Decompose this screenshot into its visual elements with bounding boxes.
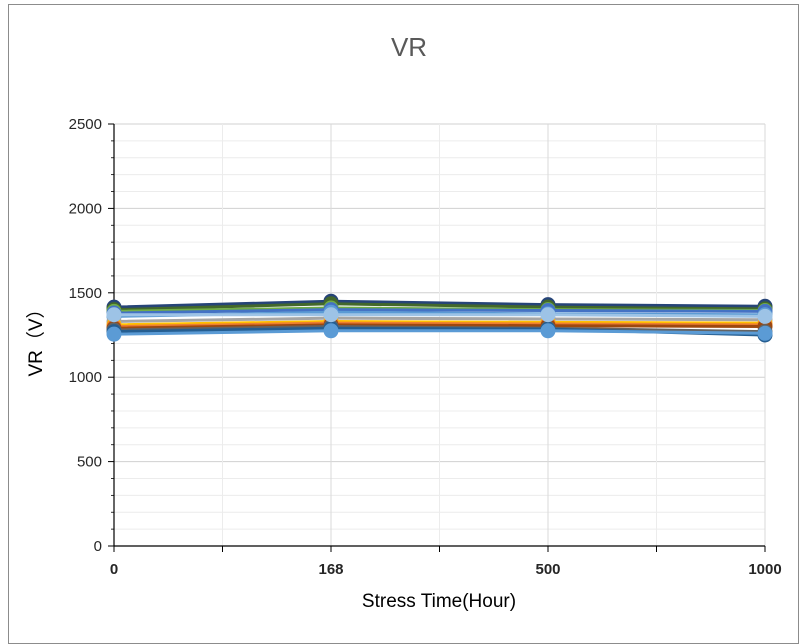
data-point: [106, 307, 122, 323]
line-chart: VR 0 500 1000 1500 2000 2500 0 168 500 1000 Stre…: [25, 32, 782, 612]
axes: [108, 123, 766, 552]
data-point: [757, 325, 773, 341]
series-path: [114, 313, 766, 318]
series-group: [106, 293, 773, 343]
series-path: [113, 299, 766, 309]
series-path: [113, 316, 766, 323]
series-path: [113, 302, 766, 312]
series-path: [113, 329, 766, 336]
data-point: [106, 326, 122, 342]
x-tick-label: 168: [318, 561, 343, 578]
y-tick-label: 2000: [69, 200, 102, 217]
data-point: [540, 307, 556, 323]
series-path: [113, 323, 766, 330]
series-line: [106, 323, 773, 342]
series-path: [113, 308, 766, 315]
y-tick-label: 1000: [69, 369, 102, 386]
series-path: [113, 319, 766, 327]
data-point: [323, 323, 339, 339]
data-point: [540, 323, 556, 339]
data-point: [757, 308, 773, 324]
y-tick-labels: 0 500 1000 1500 2000 2500: [69, 116, 102, 555]
x-tick-label: 1000: [748, 561, 781, 578]
y-tick-label: 1500: [69, 285, 102, 302]
data-point: [323, 307, 339, 323]
y-tick-label: 0: [94, 538, 102, 555]
series-line: [106, 307, 773, 324]
y-tick-label: 500: [77, 454, 102, 471]
y-tick-label: 2500: [69, 116, 102, 133]
series-path: [113, 321, 766, 329]
gridlines: [114, 123, 766, 547]
y-axis-label: VR（V）: [25, 299, 47, 376]
x-axis-label: Stress Time(Hour): [362, 591, 516, 612]
x-tick-label: 500: [535, 561, 560, 578]
chart-title: VR: [391, 32, 427, 62]
x-tick-label: 0: [110, 561, 118, 578]
x-tick-labels: 0 168 500 1000: [110, 561, 782, 578]
